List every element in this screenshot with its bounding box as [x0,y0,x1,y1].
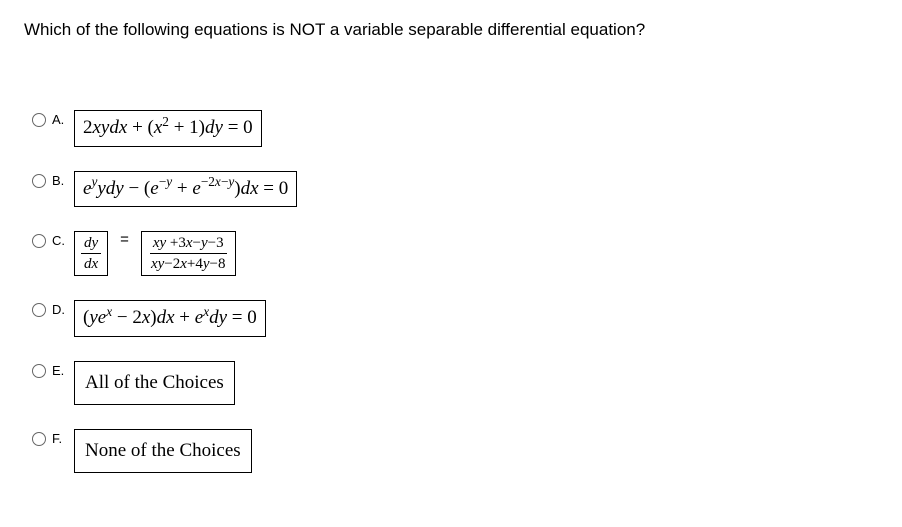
radio-b[interactable] [32,174,46,188]
fraction-right: xy +3x−y−3 xy−2x+4y−8 [148,234,229,273]
equation-c-right: xy +3x−y−3 xy−2x+4y−8 [141,231,236,276]
equation-c-left: dy dx [74,231,108,276]
option-letter: C. [52,233,66,248]
radio-a[interactable] [32,113,46,127]
option-e[interactable]: E. All of the Choices [32,361,878,405]
fraction-dy-dx: dy dx [81,234,101,273]
option-letter: E. [52,363,66,378]
equation-a: 2xydx + (x2 + 1)dy = 0 [74,110,262,147]
frac-den: dx [81,254,101,273]
equation-d: (yex − 2x)dx + exdy = 0 [74,300,266,337]
option-c[interactable]: C. dy dx = xy +3x−y−3 xy−2x+4y−8 [32,231,878,276]
options-list: A. 2xydx + (x2 + 1)dy = 0 B. eyydy − (e−… [24,110,878,473]
radio-c[interactable] [32,234,46,248]
radio-f[interactable] [32,432,46,446]
option-f[interactable]: F. None of the Choices [32,429,878,473]
option-b[interactable]: B. eyydy − (e−y + e−2x−y)dx = 0 [32,171,878,208]
option-letter: F. [52,431,66,446]
option-d[interactable]: D. (yex − 2x)dx + exdy = 0 [32,300,878,337]
option-letter: A. [52,112,66,127]
radio-e[interactable] [32,364,46,378]
equation-b: eyydy − (e−y + e−2x−y)dx = 0 [74,171,297,208]
radio-d[interactable] [32,303,46,317]
frac-num: dy [81,234,101,254]
option-f-text: None of the Choices [74,429,252,473]
option-e-text: All of the Choices [74,361,235,405]
frac-den: xy−2x+4y−8 [148,254,229,273]
equals-sign: = [114,231,135,248]
option-letter: B. [52,173,66,188]
option-letter: D. [52,302,66,317]
question-text: Which of the following equations is NOT … [24,20,878,40]
frac-num: xy +3x−y−3 [150,234,227,254]
option-a[interactable]: A. 2xydx + (x2 + 1)dy = 0 [32,110,878,147]
